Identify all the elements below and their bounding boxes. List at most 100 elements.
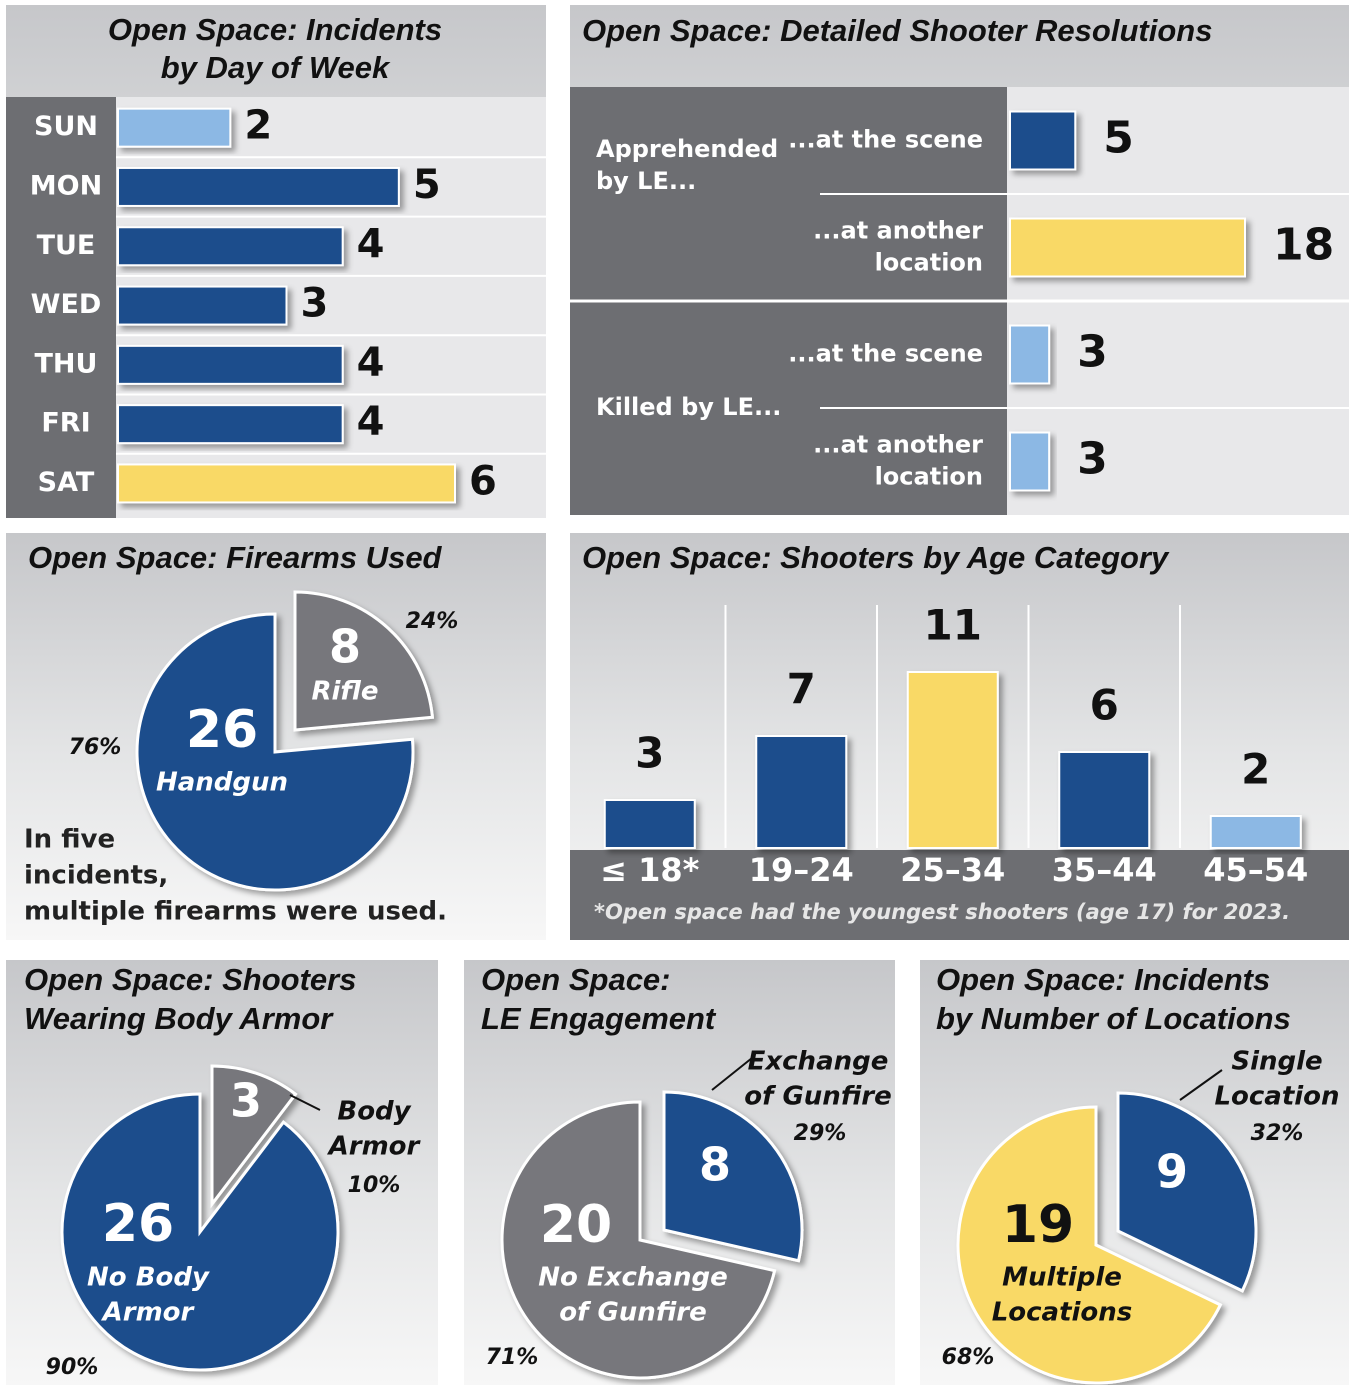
- percent-label: 76%: [69, 735, 122, 760]
- slice-label: Location: [1214, 1082, 1339, 1112]
- slice-label: Exchange: [748, 1047, 889, 1077]
- bar: [117, 344, 344, 385]
- chart-title: LE Engagement: [481, 1001, 717, 1036]
- value-label: 4: [357, 399, 385, 445]
- value-label: 4: [357, 221, 385, 267]
- bar: [1009, 431, 1051, 492]
- pie-slice: [135, 612, 415, 892]
- value-label: 4: [357, 340, 385, 386]
- value-label: 2: [1241, 745, 1270, 794]
- slice-count: 20: [540, 1195, 612, 1255]
- slice-label: Armor: [101, 1298, 196, 1328]
- bar: [1009, 324, 1051, 385]
- chart-title: Open Space: Detailed Shooter Resolutions: [582, 13, 1212, 48]
- slice-label: Locations: [992, 1298, 1133, 1328]
- pie-slice: [1116, 1091, 1258, 1293]
- row-label: ...at another: [813, 217, 983, 245]
- leader-line: [1179, 1069, 1223, 1101]
- bar: [906, 671, 999, 849]
- chart-title: Open Space:: [481, 962, 671, 997]
- day-label: TUE: [37, 230, 96, 261]
- note: incidents,: [24, 861, 168, 891]
- slice-count: 26: [186, 700, 258, 760]
- value-label: 3: [1077, 327, 1108, 378]
- group-label: by LE...: [596, 167, 696, 195]
- chart-title: Open Space: Shooters by Age Category: [582, 540, 1170, 575]
- pie-slice: [500, 1100, 777, 1380]
- bar: [117, 285, 288, 326]
- bar: [1209, 815, 1302, 849]
- category-label: 35–44: [1052, 851, 1157, 889]
- bar: [603, 799, 696, 849]
- note: In five: [24, 825, 115, 855]
- chart-title: Open Space: Incidents: [936, 962, 1270, 997]
- bar: [1009, 110, 1077, 171]
- value-label: 3: [301, 281, 329, 327]
- category-label: 45–54: [1203, 851, 1308, 889]
- value-label: 11: [924, 601, 982, 650]
- percent-label: 32%: [1251, 1121, 1304, 1146]
- value-label: 3: [1077, 434, 1108, 485]
- category-label: 25–34: [900, 851, 1005, 889]
- note: multiple firearms were used.: [24, 897, 447, 927]
- group-label: Apprehended: [596, 135, 778, 163]
- value-label: 5: [413, 162, 441, 208]
- bar: [117, 107, 232, 148]
- row-label: location: [875, 249, 983, 277]
- slice-label: Armor: [327, 1132, 422, 1162]
- day-label: FRI: [41, 408, 90, 439]
- slice-label: Handgun: [156, 768, 288, 798]
- slice-count: 26: [102, 1194, 174, 1254]
- slice-count: 9: [1156, 1145, 1188, 1199]
- value-label: 7: [787, 665, 816, 714]
- pie-slice: [956, 1105, 1223, 1385]
- chart-title: Open Space: Incidents: [108, 12, 442, 47]
- slice-label: Single: [1231, 1047, 1322, 1077]
- value-label: 5: [1103, 113, 1134, 164]
- pie-slice: [60, 1092, 340, 1372]
- day-label: WED: [31, 289, 102, 320]
- value-label: 3: [635, 729, 664, 778]
- pie-slice: [293, 590, 435, 732]
- chart-title: Open Space: Firearms Used: [28, 540, 443, 575]
- value-label: 6: [1090, 681, 1119, 730]
- slice-label: Body: [337, 1097, 411, 1127]
- bar: [1009, 217, 1246, 278]
- bar: [117, 463, 456, 504]
- bar: [117, 166, 400, 207]
- slice-label: Multiple: [1002, 1263, 1122, 1293]
- slice-label: No Exchange: [538, 1263, 727, 1293]
- day-label: SUN: [34, 111, 98, 142]
- slice-count: 8: [329, 620, 361, 674]
- value-label: 6: [469, 458, 497, 504]
- row-label: ...at the scene: [788, 340, 983, 368]
- chart-title: Wearing Body Armor: [24, 1001, 334, 1036]
- category-band: [570, 850, 1349, 940]
- chart-title: Open Space: Shooters: [24, 962, 356, 997]
- group-label: Killed by LE...: [596, 393, 781, 421]
- percent-label: 24%: [406, 609, 459, 634]
- leader-line: [289, 1094, 321, 1111]
- value-label: 2: [244, 103, 272, 149]
- chart-title: by Number of Locations: [936, 1001, 1291, 1036]
- percent-label: 29%: [794, 1121, 847, 1146]
- label-column: [6, 97, 116, 518]
- pie-slice: [662, 1090, 804, 1263]
- bar: [755, 735, 848, 849]
- bar: [117, 404, 344, 445]
- slice-label: No Body: [87, 1263, 210, 1293]
- slice-count: 19: [1002, 1195, 1074, 1255]
- day-label: THU: [35, 348, 98, 379]
- value-label: 18: [1273, 220, 1334, 271]
- day-label: MON: [30, 170, 102, 201]
- slice-count: 3: [230, 1074, 262, 1128]
- category-label: ≤ 18*: [600, 851, 699, 889]
- bar: [1058, 751, 1151, 849]
- slice-label: Rifle: [311, 677, 378, 707]
- slice-label: of Gunfire: [744, 1082, 892, 1112]
- day-label: SAT: [38, 467, 95, 498]
- slice-count: 8: [699, 1138, 731, 1192]
- chart-title: by Day of Week: [161, 50, 391, 85]
